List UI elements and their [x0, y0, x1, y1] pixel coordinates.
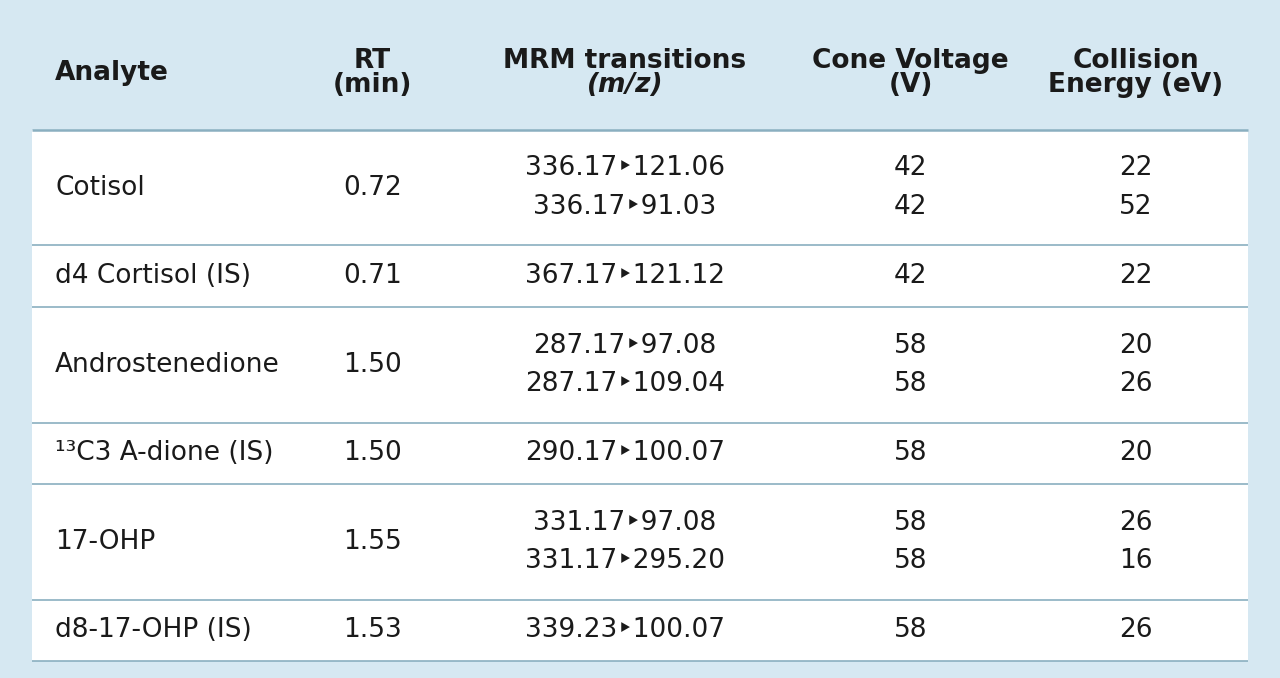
Text: 16: 16: [1119, 548, 1152, 574]
Text: (m/z): (m/z): [586, 73, 663, 98]
Text: (min): (min): [333, 73, 412, 98]
Text: 1.55: 1.55: [343, 529, 402, 555]
Text: ¹³C3 A-dione (IS): ¹³C3 A-dione (IS): [55, 440, 274, 466]
Text: 17-OHP: 17-OHP: [55, 529, 155, 555]
Text: 52: 52: [1119, 194, 1152, 220]
Text: 20: 20: [1119, 440, 1152, 466]
Text: 331.17‣295.20: 331.17‣295.20: [525, 548, 724, 574]
Text: 331.17‣97.08: 331.17‣97.08: [534, 510, 717, 536]
Text: Androstenedione: Androstenedione: [55, 352, 280, 378]
Text: Analyte: Analyte: [55, 60, 169, 86]
Text: 336.17‣121.06: 336.17‣121.06: [525, 155, 724, 182]
Bar: [32, 17, 1248, 129]
Text: 0.71: 0.71: [343, 263, 402, 289]
Text: 26: 26: [1119, 510, 1152, 536]
Text: (V): (V): [888, 73, 933, 98]
Text: 0.72: 0.72: [343, 174, 402, 201]
Text: 58: 58: [893, 510, 927, 536]
Text: 339.23‣100.07: 339.23‣100.07: [525, 618, 724, 643]
Text: 287.17‣97.08: 287.17‣97.08: [534, 333, 717, 359]
Text: Energy (eV): Energy (eV): [1048, 73, 1224, 98]
Text: 42: 42: [893, 194, 927, 220]
Text: 58: 58: [893, 333, 927, 359]
Text: 42: 42: [893, 155, 927, 182]
Text: 26: 26: [1119, 371, 1152, 397]
Text: 58: 58: [893, 618, 927, 643]
Text: 26: 26: [1119, 618, 1152, 643]
Text: 22: 22: [1119, 263, 1152, 289]
Text: 20: 20: [1119, 333, 1152, 359]
Text: 1.53: 1.53: [343, 618, 402, 643]
Text: 1.50: 1.50: [343, 352, 402, 378]
Text: 1.50: 1.50: [343, 440, 402, 466]
Text: 367.17‣121.12: 367.17‣121.12: [525, 263, 724, 289]
Text: MRM transitions: MRM transitions: [503, 48, 746, 75]
Text: Cone Voltage: Cone Voltage: [813, 48, 1009, 75]
Text: d4 Cortisol (IS): d4 Cortisol (IS): [55, 263, 251, 289]
Text: 42: 42: [893, 263, 927, 289]
Text: 22: 22: [1119, 155, 1152, 182]
Text: 58: 58: [893, 440, 927, 466]
Text: RT: RT: [353, 48, 392, 75]
Text: Collision: Collision: [1073, 48, 1199, 75]
Text: 58: 58: [893, 548, 927, 574]
Bar: [32, 129, 1248, 661]
Text: 290.17‣100.07: 290.17‣100.07: [525, 440, 724, 466]
Text: 287.17‣109.04: 287.17‣109.04: [525, 371, 724, 397]
Text: 58: 58: [893, 371, 927, 397]
Text: 336.17‣91.03: 336.17‣91.03: [534, 194, 717, 220]
Text: d8-17-OHP (IS): d8-17-OHP (IS): [55, 618, 252, 643]
Text: Cotisol: Cotisol: [55, 174, 145, 201]
